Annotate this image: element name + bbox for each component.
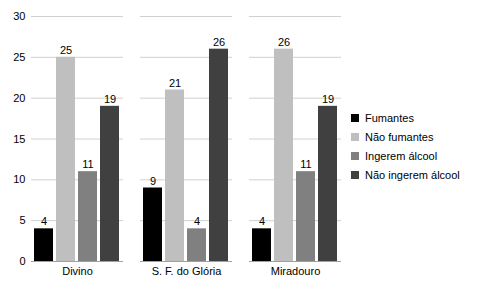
svg-text:4: 4 (259, 215, 265, 227)
svg-text:19: 19 (104, 93, 116, 105)
svg-text:30: 30 (13, 10, 25, 22)
svg-text:Divino: Divino (62, 265, 93, 277)
svg-text:4: 4 (41, 215, 47, 227)
svg-text:9: 9 (150, 175, 156, 187)
html-text:Não ingerem álcool: Não ingerem álcool (365, 169, 460, 181)
svg-text:10: 10 (13, 173, 25, 185)
svg-text:11: 11 (300, 158, 311, 170)
svg-text:21: 21 (169, 77, 181, 89)
svg-text:15: 15 (13, 133, 25, 145)
svg-text:0: 0 (19, 255, 25, 267)
svg-text:25: 25 (13, 51, 25, 63)
html-text:Não fumantes: Não fumantes (365, 131, 434, 143)
svg-text:11: 11 (82, 158, 93, 170)
html-text:Ingerem álcool: Ingerem álcool (365, 150, 438, 162)
html-text:Fumantes: Fumantes (365, 112, 414, 124)
svg-text:4: 4 (194, 215, 200, 227)
svg-text:20: 20 (13, 92, 25, 104)
svg-text:26: 26 (278, 36, 290, 48)
svg-text:S. F. do Glória: S. F. do Glória (152, 265, 223, 277)
svg-text:5: 5 (19, 214, 25, 226)
svg-text:19: 19 (322, 93, 334, 105)
svg-text:25: 25 (60, 44, 72, 56)
svg-text:Miradouro: Miradouro (271, 265, 321, 277)
svg-text:26: 26 (213, 36, 225, 48)
